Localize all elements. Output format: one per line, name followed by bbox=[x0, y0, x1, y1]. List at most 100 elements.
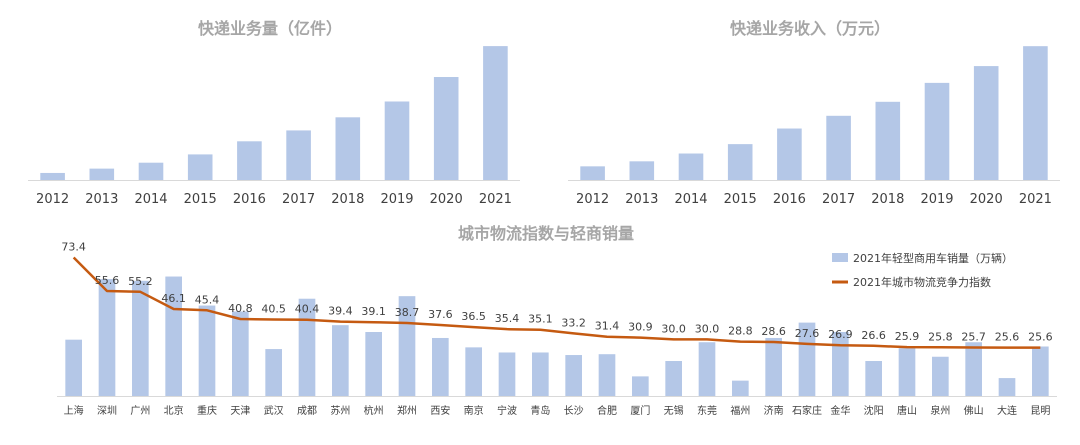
bar bbox=[384, 101, 410, 180]
data-label: 25.9 bbox=[895, 330, 920, 343]
bar bbox=[138, 162, 164, 180]
data-label: 35.1 bbox=[528, 313, 553, 326]
x-tick-label: 厦门 bbox=[630, 404, 650, 417]
data-label: 28.8 bbox=[728, 325, 753, 338]
x-tick-label: 长沙 bbox=[564, 405, 584, 417]
bar bbox=[826, 115, 851, 180]
bar bbox=[598, 354, 616, 396]
x-tick-label: 无锡 bbox=[664, 404, 684, 417]
data-label: 30.9 bbox=[628, 321, 653, 334]
x-tick-label: 杭州 bbox=[364, 404, 384, 417]
bar bbox=[332, 325, 349, 396]
data-label: 39.1 bbox=[361, 305, 386, 318]
x-tick-label: 西安 bbox=[430, 404, 450, 417]
data-label: 40.8 bbox=[228, 302, 253, 315]
legend-line-label: 2021年城市物流竞争力指数 bbox=[853, 275, 991, 289]
bar bbox=[965, 342, 982, 396]
bar bbox=[629, 161, 655, 180]
bar bbox=[580, 166, 605, 180]
express-revenue-svg: 快递业务收入（万元） 2012 2013 2014 2015 2016 2017 2018 2… bbox=[568, 19, 1060, 207]
bar bbox=[898, 348, 916, 396]
bar bbox=[483, 46, 508, 180]
data-label: 25.8 bbox=[928, 330, 953, 343]
chart-title: 快递业务收入（万元） bbox=[730, 19, 890, 38]
bar bbox=[798, 322, 816, 396]
data-label: 33.2 bbox=[561, 316, 586, 329]
bar bbox=[765, 337, 782, 396]
bar bbox=[365, 332, 382, 396]
x-tick-label: 武汉 bbox=[264, 404, 284, 417]
chart-title: 城市物流指数与轻商销量 bbox=[458, 224, 634, 243]
bar bbox=[432, 337, 449, 396]
x-tick-label: 2019 bbox=[920, 192, 953, 207]
bar bbox=[265, 349, 282, 396]
x-tick-label: 2015 bbox=[724, 192, 757, 207]
bar bbox=[298, 298, 316, 396]
x-tick-label: 2019 bbox=[380, 192, 413, 207]
bar bbox=[398, 296, 416, 396]
bar bbox=[1023, 46, 1048, 181]
legend-bar-label: 2021年轻型商用车销量（万辆） bbox=[853, 251, 1013, 265]
bar bbox=[832, 332, 849, 396]
express-revenue-chart: 快递业务收入（万元） 2012 2013 2014 2015 2016 2017 2018 2… bbox=[540, 0, 1080, 219]
data-label: 73.4 bbox=[61, 240, 86, 253]
bar bbox=[286, 130, 311, 180]
x-tick-label: 大连 bbox=[997, 404, 1017, 417]
x-tick-label: 2021 bbox=[1019, 192, 1052, 207]
line-series bbox=[72, 256, 1041, 349]
x-tick-label: 泉州 bbox=[930, 404, 950, 417]
express-volume-svg: 快递业务量（亿件） 2012 2013 2014 2015 2016 2017 2018 20… bbox=[28, 19, 520, 207]
bar bbox=[433, 77, 459, 180]
data-label: 55.6 bbox=[95, 274, 120, 287]
x-tick-label: 2020 bbox=[430, 192, 463, 207]
bar bbox=[678, 153, 704, 180]
x-tick-label: 佛山 bbox=[964, 404, 984, 417]
legend: 2021年轻型商用车销量（万辆） 2021年城市物流竞争力指数 bbox=[832, 251, 1013, 289]
bar bbox=[232, 311, 249, 396]
chart-title: 快递业务量（亿件） bbox=[198, 19, 342, 38]
data-label: 39.4 bbox=[328, 305, 353, 318]
x-tick-label: 2021 bbox=[479, 192, 512, 207]
x-tick-label: 2016 bbox=[773, 192, 806, 207]
data-label: 46.1 bbox=[161, 292, 186, 305]
bar bbox=[465, 347, 482, 396]
data-label: 40.5 bbox=[261, 303, 286, 316]
x-tick-label: 2014 bbox=[134, 192, 167, 207]
bar bbox=[632, 376, 649, 396]
x-tick-label: 石家庄 bbox=[792, 404, 822, 417]
x-tick-label: 2013 bbox=[625, 192, 658, 207]
bar bbox=[973, 66, 999, 180]
data-label: 31.4 bbox=[595, 320, 620, 333]
x-tick-label: 2017 bbox=[822, 192, 855, 207]
x-tick-label: 合肥 bbox=[597, 404, 617, 417]
data-label: 28.6 bbox=[761, 325, 786, 338]
x-tick-label: 2018 bbox=[871, 192, 904, 207]
data-label: 37.6 bbox=[428, 308, 453, 321]
bar bbox=[732, 380, 749, 396]
x-tick-label: 东莞 bbox=[697, 404, 717, 417]
bar bbox=[198, 305, 216, 396]
x-tick-label: 郑州 bbox=[397, 404, 417, 417]
data-label: 45.4 bbox=[195, 293, 220, 306]
bar bbox=[498, 352, 516, 396]
x-tick-label: 唐山 bbox=[897, 404, 917, 417]
data-label: 38.7 bbox=[395, 306, 420, 319]
bar bbox=[865, 361, 882, 396]
bar bbox=[665, 361, 682, 396]
x-tick-label: 2012 bbox=[36, 192, 69, 207]
x-tick-label: 广州 bbox=[130, 405, 150, 417]
bar bbox=[65, 339, 82, 396]
data-label: 40.4 bbox=[295, 303, 320, 316]
data-label: 25.6 bbox=[1028, 331, 1053, 344]
x-tick-label: 南京 bbox=[464, 404, 484, 417]
data-label: 35.4 bbox=[495, 312, 520, 325]
x-tick-label: 重庆 bbox=[197, 404, 217, 417]
x-tick-label: 福州 bbox=[730, 404, 750, 417]
data-label: 26.6 bbox=[861, 329, 886, 342]
express-volume-chart: 快递业务量（亿件） 2012 2013 2014 2015 2016 2017 2018 20… bbox=[0, 0, 540, 219]
x-tick-label: 济南 bbox=[764, 404, 784, 417]
bar bbox=[932, 356, 949, 396]
x-tick-label: 上海 bbox=[64, 404, 84, 417]
bar bbox=[187, 154, 213, 180]
x-tick-label: 沈阳 bbox=[864, 404, 884, 417]
